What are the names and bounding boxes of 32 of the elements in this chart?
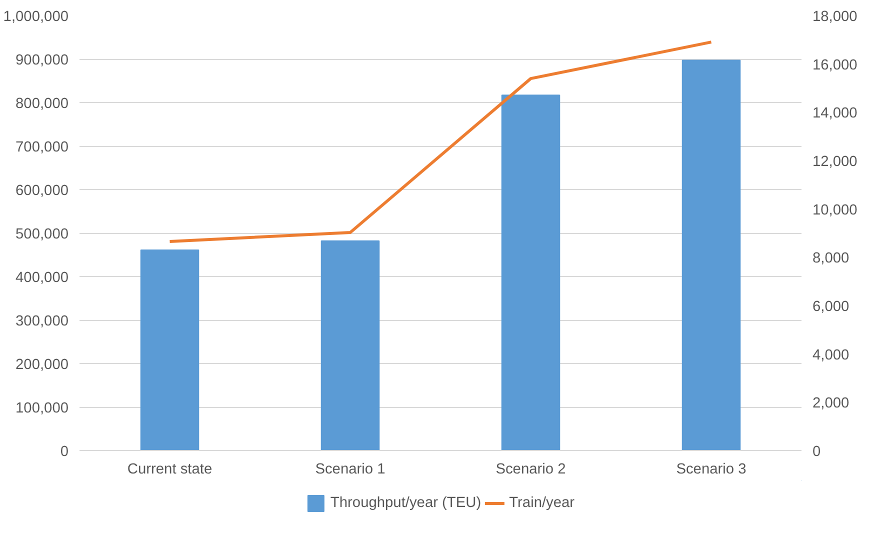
y-tick-label: 0 bbox=[60, 444, 69, 460]
bar bbox=[501, 94, 560, 450]
y2-tick-label: 18,000 bbox=[812, 9, 858, 25]
legend-label: Train/year bbox=[509, 494, 575, 510]
y2-tick-label: 10,000 bbox=[812, 202, 858, 218]
y2-tick-label: 4,000 bbox=[812, 347, 850, 364]
y-tick-label: 200,000 bbox=[16, 357, 69, 373]
y2-tick-label: 6,000 bbox=[812, 299, 850, 315]
y2-tick-label: 2,000 bbox=[812, 396, 850, 412]
y-tick-label: 900,000 bbox=[16, 52, 69, 68]
y-tick-label: 500,000 bbox=[16, 226, 69, 242]
y-tick-label: 400,000 bbox=[16, 270, 69, 286]
y2-tick-label: 12,000 bbox=[812, 154, 858, 170]
bar bbox=[320, 240, 380, 450]
y-tick-label: 700,000 bbox=[16, 140, 69, 156]
y2-tick-label: 16,000 bbox=[812, 57, 858, 74]
bar bbox=[682, 60, 741, 450]
y-tick-label: 1,000,000 bbox=[3, 9, 68, 25]
line-series bbox=[168, 40, 713, 243]
legend-label: Throughput/year (TEU) bbox=[330, 494, 482, 510]
y-tick-label: 300,000 bbox=[16, 314, 69, 330]
bar bbox=[140, 249, 200, 450]
y-tick-label: 800,000 bbox=[16, 96, 69, 112]
y2-tick-label: 0 bbox=[812, 444, 821, 460]
x-tick-label: Scenario 2 bbox=[496, 462, 566, 478]
y-tick-label: 600,000 bbox=[16, 183, 69, 199]
y2-tick-label: 14,000 bbox=[812, 106, 858, 122]
y-tick-label: 100,000 bbox=[16, 400, 69, 416]
x-tick-label: Scenario 1 bbox=[315, 462, 386, 478]
y2-tick-label: 8,000 bbox=[812, 250, 850, 267]
x-tick-label: Current state bbox=[127, 462, 212, 478]
x-tick-label: Scenario 3 bbox=[676, 462, 746, 478]
